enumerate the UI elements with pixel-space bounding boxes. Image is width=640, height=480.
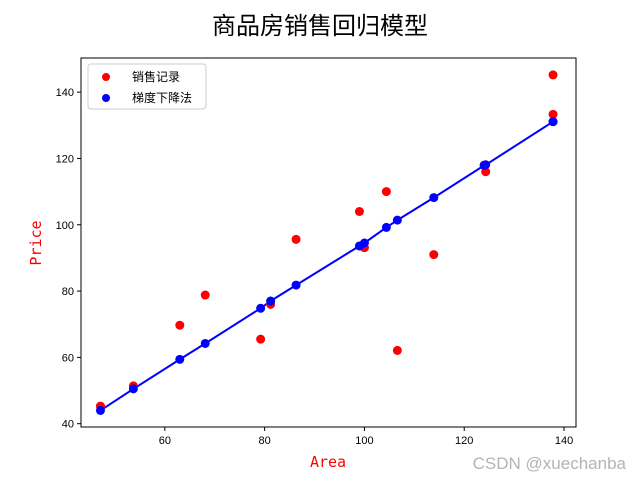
sales-record-point xyxy=(354,207,364,217)
watermark: CSDN @xuechanba xyxy=(472,454,626,473)
legend-label-sales: 销售记录 xyxy=(132,69,180,84)
legend-label-gradient: 梯度下降法 xyxy=(132,90,192,105)
y-tick-label: 140 xyxy=(56,87,74,99)
prediction-point xyxy=(381,222,391,232)
sales-record-point xyxy=(291,234,301,244)
sales-record-point xyxy=(256,334,266,344)
x-tick-label: 80 xyxy=(259,435,271,447)
prediction-point xyxy=(359,238,369,248)
x-tick-label: 140 xyxy=(555,435,573,447)
legend: 销售记录 梯度下降法 xyxy=(87,63,207,110)
x-axis-label: Area xyxy=(310,453,346,471)
prediction-point xyxy=(266,296,276,306)
prediction-point xyxy=(95,405,105,415)
y-tick-label: 120 xyxy=(56,153,74,165)
axes-frame xyxy=(80,57,577,428)
prediction-point xyxy=(548,117,558,127)
prediction-point xyxy=(481,160,491,170)
sales-record-point xyxy=(548,109,558,119)
sales-record-point xyxy=(381,187,391,197)
y-tick-label: 100 xyxy=(56,220,74,232)
y-tick-label: 80 xyxy=(62,286,74,298)
x-tick-label: 100 xyxy=(355,435,373,447)
chart-title: 商品房销售回归模型 xyxy=(212,12,428,40)
prediction-point xyxy=(256,303,266,313)
prediction-point xyxy=(429,193,439,203)
x-axis-ticks: 60 80 100 120 140 xyxy=(159,427,573,447)
sales-record-point xyxy=(200,290,210,300)
data-points xyxy=(95,70,558,415)
legend-marker-sales xyxy=(102,73,110,81)
prediction-point xyxy=(175,354,185,364)
x-tick-label: 60 xyxy=(159,435,171,447)
y-axis-ticks: 40 60 80 100 120 140 xyxy=(56,87,81,431)
prediction-point xyxy=(392,215,402,225)
sales-record-point xyxy=(429,250,439,260)
sales-record-point xyxy=(548,70,558,80)
prediction-point xyxy=(291,280,301,290)
y-axis-label: Price xyxy=(27,220,45,265)
y-tick-label: 60 xyxy=(62,352,74,364)
sales-record-point xyxy=(175,320,185,330)
prediction-point xyxy=(128,384,138,394)
sales-record-point xyxy=(392,345,402,355)
y-tick-label: 40 xyxy=(62,419,74,431)
x-tick-label: 120 xyxy=(455,435,473,447)
prediction-point xyxy=(200,338,210,348)
legend-box xyxy=(87,63,207,110)
legend-marker-gradient xyxy=(102,94,110,102)
